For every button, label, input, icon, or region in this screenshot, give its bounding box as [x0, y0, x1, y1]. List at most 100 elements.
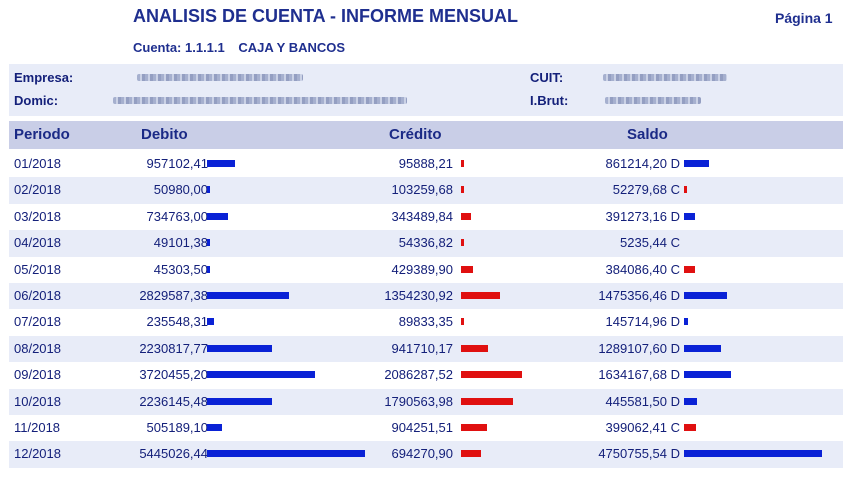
debito-bar: [207, 344, 272, 352]
table-row: 07/2018 235548,31 89833,35 145714,96 D: [9, 309, 843, 335]
credito-cell: 1354230,92: [384, 287, 453, 303]
saldo-cell: 52279,68 C: [612, 182, 680, 198]
saldo-bar: [684, 212, 695, 220]
debito-bar: [207, 397, 272, 405]
credito-cell: 2086287,52: [384, 367, 453, 383]
saldo-cell: 5235,44 C: [620, 235, 680, 251]
debito-cell: 3720455,20: [139, 367, 208, 383]
credito-bar: [461, 450, 481, 458]
saldo-bar: [684, 344, 721, 352]
saldo-bar: [684, 397, 697, 405]
saldo-bar: [684, 291, 727, 299]
redacted-empresa: [137, 74, 303, 81]
periodo-cell: 06/2018: [14, 287, 61, 303]
account-table-body: 01/2018 957102,41 95888,21 861214,20 D 02/20…: [9, 151, 843, 468]
debito-bar: [207, 186, 210, 194]
debito-bar: [207, 318, 214, 326]
saldo-cell: 384086,40 C: [605, 261, 680, 277]
debito-cell: 235548,31: [146, 314, 208, 330]
saldo-bar: [684, 450, 822, 458]
credito-bar: [461, 239, 464, 247]
periodo-cell: 03/2018: [14, 208, 61, 224]
col-credito: Crédito: [389, 126, 442, 143]
periodo-cell: 07/2018: [14, 314, 61, 330]
redacted-cuit: [603, 74, 727, 81]
saldo-cell: 1634167,68 D: [598, 367, 680, 383]
ibrut-label: I.Brut:: [530, 93, 569, 108]
col-debito: Debito: [141, 126, 188, 143]
debito-cell: 50980,00: [153, 182, 208, 198]
debito-bar: [207, 423, 222, 431]
cuit-label: CUIT:: [530, 70, 564, 85]
credito-bar: [461, 212, 471, 220]
table-row: 03/2018 734763,00 343489,84 391273,16 D: [9, 204, 843, 230]
credito-cell: 103259,68: [391, 182, 453, 198]
debito-cell: 5445026,44: [139, 446, 208, 462]
credito-bar: [461, 397, 513, 405]
credito-bar: [461, 160, 464, 167]
domic-label: Domic:: [14, 93, 59, 108]
saldo-bar: [684, 371, 731, 379]
debito-cell: 45303,50: [153, 261, 208, 277]
credito-cell: 343489,84: [391, 208, 453, 224]
redacted-domicilio: [113, 97, 407, 104]
company-info-panel: Empresa: Domic: CUIT: I.Brut:: [9, 64, 843, 116]
page-number: Página 1: [775, 10, 833, 26]
debito-bar: [207, 291, 289, 299]
saldo-bar: [684, 186, 687, 194]
debito-cell: 734763,00: [146, 208, 208, 224]
credito-cell: 1790563,98: [384, 393, 453, 409]
periodo-cell: 08/2018: [14, 340, 61, 356]
saldo-cell: 4750755,54 D: [598, 446, 680, 462]
credito-bar: [461, 291, 500, 299]
saldo-cell: 399062,41 C: [605, 419, 680, 435]
credito-bar: [461, 344, 488, 352]
saldo-cell: 1475356,46 D: [598, 287, 680, 303]
debito-bar: [207, 212, 228, 220]
table-row: 02/2018 50980,00 103259,68 52279,68 C: [9, 177, 843, 204]
debito-bar: [207, 160, 235, 167]
credito-cell: 54336,82: [398, 235, 453, 251]
credito-bar: [461, 265, 473, 273]
debito-bar: [207, 265, 210, 273]
debito-cell: 957102,41: [146, 156, 208, 171]
periodo-cell: 12/2018: [14, 446, 61, 462]
table-row: 08/2018 2230817,77 941710,17 1289107,60 D: [9, 335, 843, 363]
debito-bar: [207, 450, 365, 458]
table-row: 10/2018 2236145,48 1790563,98 445581,50 D: [9, 388, 843, 415]
credito-cell: 429389,90: [391, 261, 453, 277]
redacted-ibrut: [605, 97, 701, 104]
table-row: 05/2018 45303,50 429389,90 384086,40 C: [9, 257, 843, 283]
saldo-cell: 861214,20 D: [605, 156, 680, 171]
account-name: CAJA Y BANCOS: [238, 40, 346, 55]
debito-bar: [207, 239, 210, 247]
table-header: Periodo Debito Crédito Saldo: [9, 121, 843, 149]
credito-cell: 95888,21: [398, 156, 453, 171]
table-row: 06/2018 2829587,38 1354230,92 1475356,46 D: [9, 282, 843, 310]
table-row: 04/2018 49101,38 54336,82 5235,44 C: [9, 230, 843, 257]
table-row: 01/2018 957102,41 95888,21 861214,20 D: [9, 151, 843, 177]
saldo-cell: 1289107,60 D: [598, 340, 680, 356]
debito-cell: 49101,38: [153, 235, 208, 251]
saldo-bar: [684, 318, 688, 326]
saldo-cell: 391273,16 D: [605, 208, 680, 224]
credito-cell: 904251,51: [391, 419, 453, 435]
periodo-cell: 10/2018: [14, 393, 61, 409]
table-row: 11/2018 505189,10 904251,51 399062,41 C: [9, 415, 843, 441]
debito-cell: 2236145,48: [139, 393, 208, 409]
periodo-cell: 05/2018: [14, 261, 61, 277]
report-title: ANALISIS DE CUENTA - INFORME MENSUAL: [133, 6, 518, 26]
periodo-cell: 09/2018: [14, 367, 61, 383]
credito-bar: [461, 371, 522, 379]
debito-cell: 505189,10: [146, 419, 208, 435]
empresa-label: Empresa:: [14, 70, 74, 85]
table-row: 09/2018 3720455,20 2086287,52 1634167,68 D: [9, 362, 843, 388]
credito-cell: 694270,90: [391, 446, 453, 462]
saldo-cell: 445581,50 D: [605, 393, 680, 409]
col-periodo: Periodo: [14, 126, 70, 143]
credito-bar: [461, 318, 464, 326]
periodo-cell: 02/2018: [14, 182, 61, 198]
debito-cell: 2829587,38: [139, 287, 208, 303]
credito-cell: 89833,35: [398, 314, 453, 330]
account-code: Cuenta: 1.1.1.1: [133, 40, 225, 55]
